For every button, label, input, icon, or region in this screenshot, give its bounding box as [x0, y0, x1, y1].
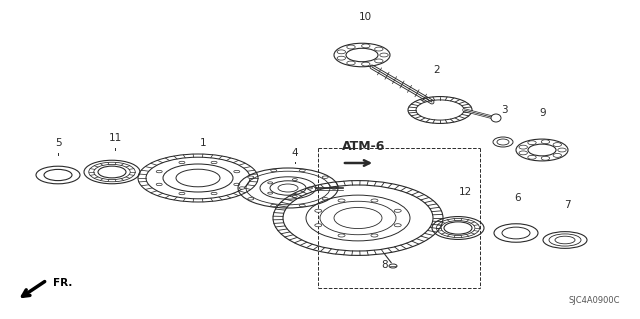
Ellipse shape: [528, 141, 536, 145]
Text: SJC4A0900C: SJC4A0900C: [568, 296, 620, 305]
Ellipse shape: [337, 50, 346, 54]
Text: 3: 3: [500, 105, 508, 115]
Ellipse shape: [374, 47, 383, 51]
Ellipse shape: [322, 176, 328, 178]
Ellipse shape: [239, 187, 245, 189]
Ellipse shape: [371, 199, 378, 202]
Ellipse shape: [292, 179, 298, 181]
Ellipse shape: [268, 182, 273, 184]
Text: 1: 1: [200, 138, 206, 148]
Text: FR.: FR.: [53, 278, 72, 288]
Ellipse shape: [292, 195, 298, 197]
Ellipse shape: [234, 170, 240, 173]
Text: 7: 7: [564, 200, 570, 210]
Ellipse shape: [315, 209, 322, 212]
Text: 9: 9: [540, 108, 547, 118]
Ellipse shape: [558, 148, 566, 152]
Ellipse shape: [322, 197, 328, 200]
Ellipse shape: [347, 45, 355, 49]
Ellipse shape: [491, 114, 501, 122]
Ellipse shape: [156, 170, 162, 173]
Ellipse shape: [519, 151, 527, 155]
Ellipse shape: [156, 183, 162, 186]
Ellipse shape: [553, 153, 561, 157]
Ellipse shape: [528, 155, 536, 159]
Ellipse shape: [541, 156, 550, 160]
Ellipse shape: [179, 192, 185, 195]
Ellipse shape: [362, 62, 370, 66]
Text: ATM-6: ATM-6: [342, 140, 385, 153]
Text: 5: 5: [54, 138, 61, 148]
Ellipse shape: [248, 197, 254, 200]
Ellipse shape: [338, 234, 345, 237]
Ellipse shape: [394, 224, 401, 227]
Ellipse shape: [248, 176, 254, 178]
Ellipse shape: [541, 140, 550, 144]
Ellipse shape: [394, 209, 401, 212]
Ellipse shape: [300, 169, 305, 172]
Ellipse shape: [389, 264, 397, 268]
Text: 6: 6: [515, 193, 522, 203]
Ellipse shape: [271, 204, 276, 207]
Text: 11: 11: [108, 133, 122, 143]
Ellipse shape: [374, 59, 383, 63]
Text: 10: 10: [358, 12, 372, 22]
Ellipse shape: [44, 169, 72, 181]
Ellipse shape: [371, 234, 378, 237]
Ellipse shape: [362, 44, 370, 48]
Ellipse shape: [179, 161, 185, 164]
Ellipse shape: [338, 199, 345, 202]
Ellipse shape: [337, 56, 346, 60]
Ellipse shape: [555, 236, 575, 244]
Ellipse shape: [315, 224, 322, 227]
Ellipse shape: [211, 192, 217, 195]
Ellipse shape: [347, 61, 355, 65]
Text: 2: 2: [434, 65, 440, 75]
Ellipse shape: [300, 204, 305, 207]
Ellipse shape: [234, 183, 240, 186]
Ellipse shape: [268, 192, 273, 194]
Ellipse shape: [553, 143, 561, 146]
Ellipse shape: [271, 169, 276, 172]
Ellipse shape: [331, 187, 337, 189]
Ellipse shape: [211, 161, 217, 164]
Ellipse shape: [502, 227, 530, 239]
Text: 4: 4: [292, 148, 298, 158]
Text: 8: 8: [381, 260, 388, 270]
Text: 12: 12: [458, 187, 472, 197]
Ellipse shape: [519, 145, 527, 149]
Ellipse shape: [307, 187, 312, 189]
Ellipse shape: [380, 53, 388, 57]
